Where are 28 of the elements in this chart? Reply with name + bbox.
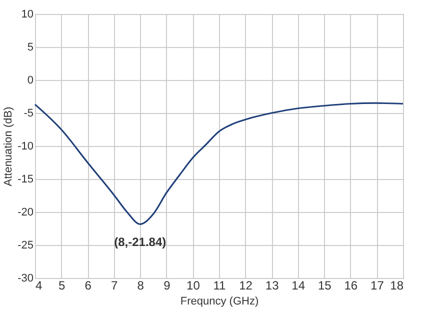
y-tick-label: -5 bbox=[24, 108, 34, 120]
x-tick-label: 11 bbox=[213, 278, 226, 292]
y-axis-title: Attenuation (dB) bbox=[2, 106, 15, 186]
x-tick-label: 12 bbox=[239, 278, 253, 292]
x-tick-label: 8 bbox=[137, 278, 144, 292]
line-series bbox=[34, 102, 404, 225]
x-tick-label: 18 bbox=[390, 278, 404, 292]
x-tick-label: 6 bbox=[84, 278, 92, 292]
x-tick-label: 7 bbox=[111, 278, 118, 292]
x-tick-label: 4 bbox=[36, 278, 42, 292]
x-tick-label: 10 bbox=[186, 278, 200, 292]
y-tick-label: -25 bbox=[18, 240, 34, 252]
y-tick-label: -15 bbox=[18, 174, 34, 186]
x-tick-label: 16 bbox=[344, 278, 358, 292]
y-tick-label: 10 bbox=[21, 8, 34, 20]
y-tick-label: 5 bbox=[27, 42, 34, 54]
y-tick-label: -20 bbox=[18, 206, 34, 218]
x-tick-label: 14 bbox=[292, 278, 306, 292]
x-tick-label: 5 bbox=[58, 278, 66, 292]
x-tick-label: 9 bbox=[164, 278, 171, 292]
y-tick-label: -10 bbox=[18, 140, 34, 152]
y-tick-label: -30 bbox=[18, 272, 34, 284]
x-tick-label: 17 bbox=[370, 278, 384, 292]
x-tick-label: 13 bbox=[265, 278, 280, 292]
x-axis-title: Frequncy (GHz) bbox=[180, 296, 259, 308]
annotation: (8,-21.84) bbox=[114, 235, 166, 250]
y-tick-label: 0 bbox=[27, 74, 34, 86]
x-tick-label: 15 bbox=[318, 278, 332, 292]
